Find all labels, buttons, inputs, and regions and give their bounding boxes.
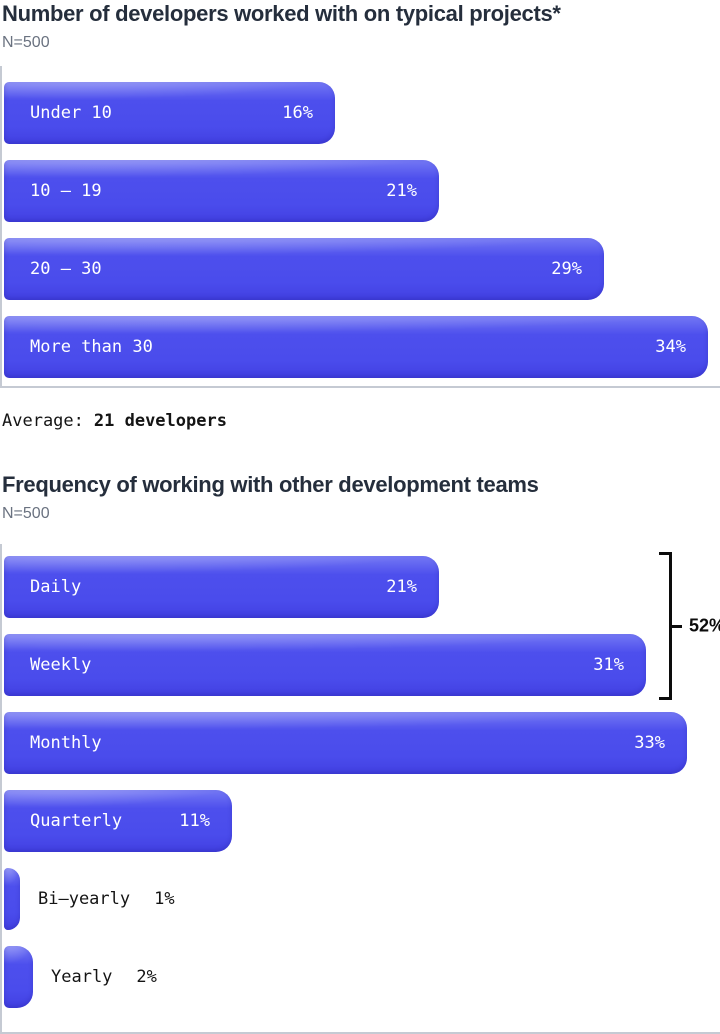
bar-value-label: 2% xyxy=(136,967,157,987)
bar-row-more-than-30: More than 30 34% xyxy=(4,316,720,378)
bar-plot-frequency: Daily 21% Weekly 31% Monthly 33% Quarterly 11% B… xyxy=(0,544,720,1034)
bar-value-label: 11% xyxy=(179,811,210,831)
chart-title: Number of developers worked with on typi… xyxy=(2,1,561,26)
bar-value-label: 16% xyxy=(282,103,313,123)
bar-yearly xyxy=(4,946,33,1008)
bar-plot-developers: Under 10 16% 10 — 19 21% 20 — 30 29% More than… xyxy=(0,66,720,388)
bar-row-bi-yearly: Bi–yearly 1% xyxy=(4,868,720,930)
bar-value-label: 34% xyxy=(655,337,686,357)
bar-weekly: Weekly 31% xyxy=(4,634,646,696)
bar-20-30: 20 — 30 29% xyxy=(4,238,604,300)
chart-section-developers: Number of developers worked with on typi… xyxy=(0,0,720,431)
bar-row-monthly: Monthly 33% xyxy=(4,712,720,774)
bar-value-label: 31% xyxy=(593,655,624,675)
bar-row-quarterly: Quarterly 11% xyxy=(4,790,720,852)
bar-value-label: 21% xyxy=(386,577,417,597)
bar-category-label: 20 — 30 xyxy=(30,259,102,279)
average-value: 21 developers xyxy=(93,411,227,431)
sum-bracket-label: 52% xyxy=(689,615,720,636)
bar-daily: Daily 21% xyxy=(4,556,439,618)
bar-category-label: Yearly xyxy=(51,967,113,987)
bar-quarterly: Quarterly 11% xyxy=(4,790,232,852)
chart-section-frequency: Frequency of working with other developm… xyxy=(0,471,720,1034)
sample-size-label: N=500 xyxy=(2,34,50,51)
sum-bracket-tick xyxy=(669,624,682,628)
bar-category-label: Under 10 xyxy=(30,103,112,123)
bar-bi-yearly xyxy=(4,868,20,930)
bar-monthly: Monthly 33% xyxy=(4,712,687,774)
bar-10-19: 10 — 19 21% xyxy=(4,160,439,222)
bar-under-10: Under 10 16% xyxy=(4,82,335,144)
bar-value-label: 21% xyxy=(386,181,417,201)
bar-value-label: 33% xyxy=(634,733,665,753)
bar-value-label: 1% xyxy=(154,889,175,909)
bar-row-daily: Daily 21% xyxy=(4,556,720,618)
bar-category-label: Bi–yearly xyxy=(38,889,131,909)
chart-title: Frequency of working with other developm… xyxy=(2,472,539,497)
bar-row-10-19: 10 — 19 21% xyxy=(4,160,720,222)
outside-label-group: Bi–yearly 1% xyxy=(38,889,175,909)
bar-category-label: Quarterly xyxy=(30,811,123,831)
bar-category-label: Weekly xyxy=(30,655,92,675)
bar-category-label: Daily xyxy=(30,577,82,597)
bar-category-label: 10 — 19 xyxy=(30,181,102,201)
sample-size-label: N=500 xyxy=(2,505,50,522)
outside-label-group: Yearly 2% xyxy=(51,967,157,987)
average-label: Average: xyxy=(2,411,84,431)
bar-value-label: 29% xyxy=(551,259,582,279)
bar-row-20-30: 20 — 30 29% xyxy=(4,238,720,300)
bar-category-label: Monthly xyxy=(30,733,102,753)
bar-category-label: More than 30 xyxy=(30,337,153,357)
average-annotation: Average: 21 developers xyxy=(2,411,720,431)
bar-row-yearly: Yearly 2% xyxy=(4,946,720,1008)
bar-row-weekly: Weekly 31% xyxy=(4,634,720,696)
bar-more-than-30: More than 30 34% xyxy=(4,316,708,378)
bar-row-under-10: Under 10 16% xyxy=(4,82,720,144)
